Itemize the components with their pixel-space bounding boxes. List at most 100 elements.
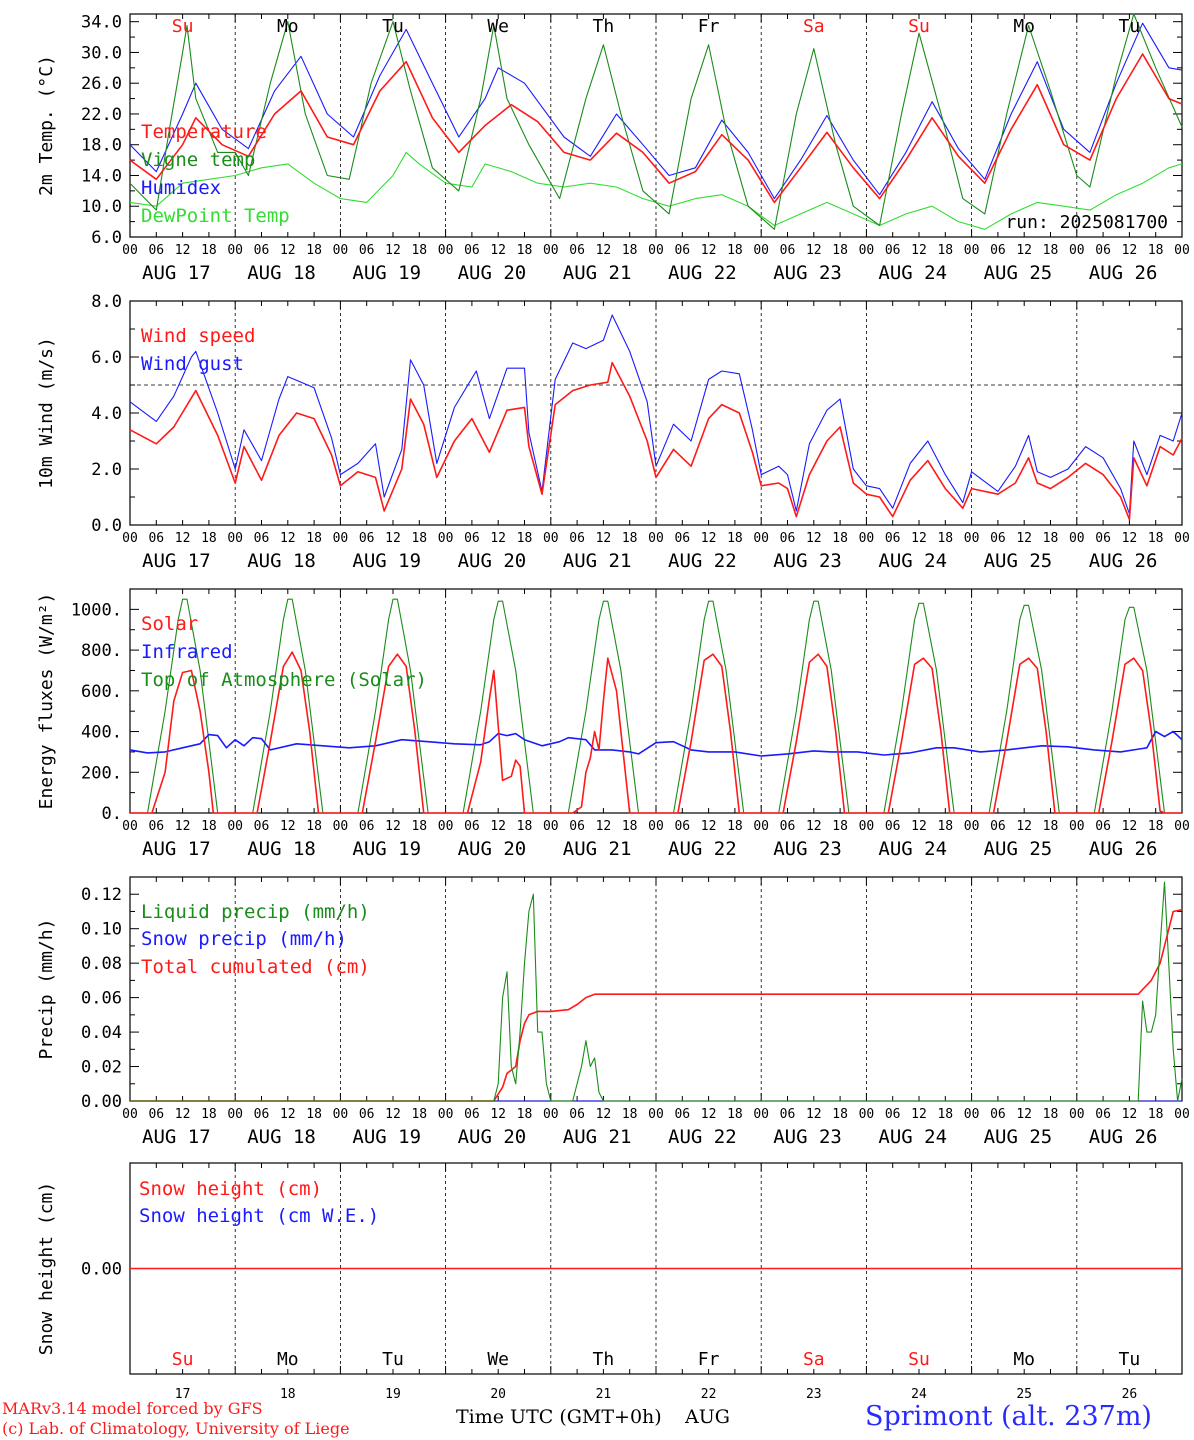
station-name: Sprimont (alt. 237m) (865, 1401, 1152, 1432)
x-hour-label: 00 (648, 243, 664, 258)
x-hour-label: 00 (753, 1107, 769, 1122)
y-tick-label: 0.00 (81, 1092, 122, 1112)
credit-line-2: (c) Lab. of Climatology, University of L… (2, 1419, 350, 1438)
x-hour-label: 18 (937, 531, 953, 546)
x-hour-label: 18 (1043, 243, 1059, 258)
x-hour-label: 18 (306, 243, 322, 258)
x-hour-label: 12 (911, 531, 927, 546)
y-tick-label: 0.10 (81, 920, 122, 940)
plot-frame (129, 13, 1183, 238)
day-number-label: 21 (596, 1387, 612, 1402)
chart-panel-5: 0.00 Snow height (cm) Snow height (cm) Snow… (36, 1162, 1183, 1402)
x-hour-label: 18 (937, 819, 953, 834)
x-hour-label: 18 (832, 531, 848, 546)
x-hour-label: 12 (385, 819, 401, 834)
x-hour-label: 00 (753, 819, 769, 834)
x-hour-label: 18 (727, 243, 743, 258)
y-tick-label: 34.0 (81, 13, 122, 33)
x-hour-label: 12 (1016, 531, 1032, 546)
x-hour-label: 12 (280, 819, 296, 834)
y-tick-label: 400. (81, 723, 122, 743)
x-hour-label: 06 (569, 243, 585, 258)
series-line-solar (130, 651, 1182, 814)
series-line-liquid-precip-mm-h (130, 881, 1183, 1102)
y-tick-label: 0.12 (81, 885, 122, 905)
x-hour-label: 06 (674, 531, 690, 546)
y-tick-label: 200. (81, 763, 122, 783)
chart-panel-1: 6.0 10.0 14.0 18.0 22.0 26.0 30.0 34.0 2m Temp. … (36, 13, 1190, 284)
series-line-humidex (129, 22, 1183, 200)
x-hour-label: 12 (806, 531, 822, 546)
x-hour-label: 18 (622, 819, 638, 834)
weekday-label: Mo (1013, 1349, 1035, 1370)
legend-entry: Wind speed (141, 325, 255, 347)
x-hour-label: 00 (438, 243, 454, 258)
weekday-label: Th (593, 1349, 615, 1370)
weekday-label: Su (908, 1349, 930, 1370)
run-label: run: 2025081700 (1005, 212, 1168, 233)
x-hour-label: 12 (701, 1107, 717, 1122)
x-hour-label: 06 (254, 531, 270, 546)
weekday-label: Mo (1013, 16, 1035, 37)
x-hour-label: 18 (1043, 531, 1059, 546)
x-hour-label: 00 (859, 819, 875, 834)
x-hour-label: 00 (438, 1107, 454, 1122)
x-hour-label: 12 (175, 243, 191, 258)
x-hour-label: 12 (596, 819, 612, 834)
x-day-label: AUG 24 (878, 550, 947, 572)
y-tick-label: 2.0 (91, 460, 122, 480)
x-day-label: AUG 18 (247, 550, 316, 572)
x-hour-label: 18 (832, 1107, 848, 1122)
x-hour-label: 06 (569, 531, 585, 546)
x-hour-label: 06 (990, 243, 1006, 258)
x-hour-label: 00 (648, 531, 664, 546)
series-line-dewpoint-temp (129, 151, 1183, 230)
x-day-label: AUG 22 (668, 550, 737, 572)
x-hour-label: 12 (280, 1107, 296, 1122)
weekday-label: We (487, 16, 509, 37)
y-tick-label: 1000. (71, 600, 122, 620)
x-hour-label: 18 (937, 243, 953, 258)
x-hour-label: 06 (464, 243, 480, 258)
legend-entry: Top of Atmosphere (Solar) (141, 669, 427, 691)
x-hour-label: 06 (1095, 531, 1111, 546)
x-hour-label: 12 (1122, 243, 1138, 258)
weekday-label: Su (908, 16, 930, 37)
x-hour-label: 00 (964, 243, 980, 258)
weekday-label: Mo (277, 1349, 299, 1370)
x-hour-label: 06 (464, 819, 480, 834)
x-hour-label: 00 (227, 531, 243, 546)
x-hour-label: 12 (280, 531, 296, 546)
x-hour-label: 00 (859, 243, 875, 258)
x-hour-label: 00 (648, 1107, 664, 1122)
x-hour-label: 06 (885, 243, 901, 258)
x-day-label: AUG 26 (1089, 1126, 1158, 1148)
x-day-label: AUG 26 (1089, 550, 1158, 572)
x-hour-label: 06 (780, 1107, 796, 1122)
x-hour-label: 18 (517, 819, 533, 834)
x-day-label: AUG 17 (142, 550, 211, 572)
x-hour-label: 12 (701, 819, 717, 834)
x-day-label: AUG 20 (458, 838, 527, 860)
x-hour-label: 06 (254, 1107, 270, 1122)
x-day-label: AUG 20 (458, 1126, 527, 1148)
x-day-label: AUG 17 (142, 838, 211, 860)
x-day-label: AUG 24 (878, 838, 947, 860)
x-hour-label: 18 (201, 1107, 217, 1122)
x-hour-label: 00 (1069, 531, 1085, 546)
x-hour-label: 18 (1148, 531, 1164, 546)
x-hour-label: 00 (122, 531, 138, 546)
x-hour-label: 18 (517, 243, 533, 258)
x-day-label: AUG 18 (247, 262, 316, 284)
day-number-label: 26 (1122, 1387, 1138, 1402)
x-day-label: AUG 25 (984, 838, 1053, 860)
y-axis-label: 2m Temp. (°C) (36, 55, 57, 196)
x-hour-label: 00 (543, 819, 559, 834)
x-hour-label: 06 (359, 819, 375, 834)
legend-entry: Humidex (141, 177, 221, 199)
y-tick-label: 800. (81, 641, 122, 661)
x-hour-label: 18 (306, 1107, 322, 1122)
x-hour-label: 00 (1069, 819, 1085, 834)
x-day-label: AUG 17 (142, 1126, 211, 1148)
